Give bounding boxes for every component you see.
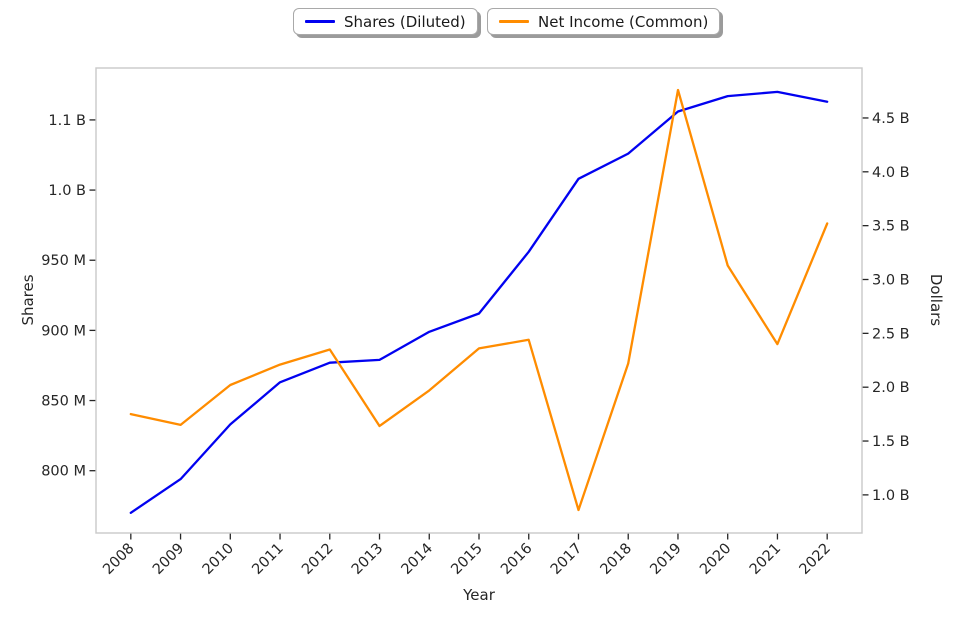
x-tick-label: 2008 <box>100 541 137 578</box>
x-tick-label: 2021 <box>747 541 784 578</box>
y-right-tick-label: 2.5 B <box>872 326 910 342</box>
plot-border <box>95 67 863 534</box>
y-left-tick-label: 850 M <box>41 394 86 410</box>
x-tick-label: 2020 <box>697 541 734 578</box>
y-left-tick-label: 900 M <box>41 323 86 339</box>
y-right-tick-label: 4.0 B <box>872 165 910 181</box>
y-left-tick-label: 950 M <box>41 253 86 269</box>
x-tick-label: 2010 <box>200 541 237 578</box>
series-line-shares-diluted <box>129 90 829 514</box>
x-tick-label: 2012 <box>299 541 336 578</box>
y-left-tick-label: 800 M <box>41 464 86 480</box>
legend-shares-diluted: Shares (Diluted) <box>293 8 478 35</box>
legend-line-swatch-net-income <box>499 20 529 23</box>
y-right-tick-label: 3.5 B <box>872 219 910 235</box>
y-right-tick-label: 1.0 B <box>872 488 910 504</box>
y-right-tick-label: 3.0 B <box>872 273 910 289</box>
y-left-tick-label: 1.0 B <box>48 183 86 199</box>
x-tick-label: 2014 <box>399 541 436 578</box>
series-line-net-income-common <box>129 88 829 512</box>
x-axis-label-year: Year <box>463 586 495 604</box>
legend-label-shares: Shares (Diluted) <box>344 12 466 31</box>
x-tick-label: 2011 <box>249 541 286 578</box>
x-tick-label: 2016 <box>498 541 535 578</box>
x-tick-label: 2017 <box>548 541 585 578</box>
legend-net-income: Net Income (Common) <box>487 8 721 35</box>
legend-label-net-income: Net Income (Common) <box>538 12 709 31</box>
y-axis-label-dollars: Dollars <box>927 273 945 327</box>
y-left-tick-label: 1.1 B <box>48 113 86 129</box>
x-tick-label: 2009 <box>150 541 187 578</box>
y-right-tick-label: 2.0 B <box>872 380 910 396</box>
x-tick-label: 2022 <box>797 541 834 578</box>
y-right-tick-label: 1.5 B <box>872 434 910 450</box>
x-tick-label: 2019 <box>647 541 684 578</box>
x-tick-label: 2018 <box>598 541 635 578</box>
x-tick-label: 2013 <box>349 541 386 578</box>
x-tick-label: 2015 <box>448 541 485 578</box>
y-axis-label-shares: Shares <box>19 274 37 326</box>
legend-line-swatch-shares <box>305 20 335 23</box>
y-right-tick-label: 4.5 B <box>872 111 910 127</box>
